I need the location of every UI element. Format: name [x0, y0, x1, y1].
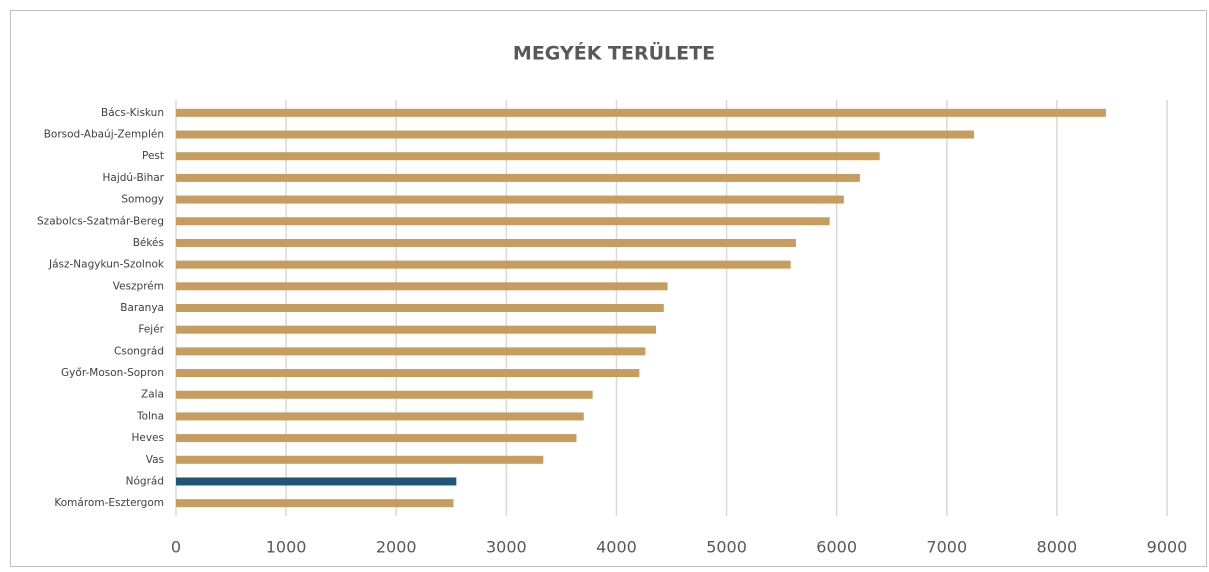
bar	[176, 325, 656, 334]
bar	[176, 477, 457, 486]
bar	[176, 238, 796, 247]
bar	[176, 369, 640, 378]
y-tick-label: Bács-Kiskun	[101, 107, 164, 119]
x-tick-label: 8000	[1037, 538, 1078, 557]
y-tick-label: Jász-Nagykun-Szolnok	[48, 259, 165, 271]
x-tick-label: 5000	[706, 538, 747, 557]
x-tick-label: 7000	[926, 538, 967, 557]
bar	[176, 347, 646, 356]
x-tick-label: 0	[171, 538, 181, 557]
y-tick-label: Baranya	[120, 302, 164, 314]
y-tick-label: Veszprém	[113, 280, 164, 292]
x-tick-label: 4000	[596, 538, 637, 557]
y-tick-label: Fejér	[138, 324, 164, 336]
y-tick-label: Komárom-Esztergom	[54, 497, 164, 509]
bar	[176, 412, 584, 421]
bar	[176, 390, 593, 399]
y-tick-label: Heves	[132, 432, 165, 444]
bar	[176, 260, 791, 269]
x-tick-label: 2000	[376, 538, 417, 557]
y-tick-label: Tolna	[136, 410, 164, 422]
y-tick-label: Vas	[146, 454, 164, 466]
bar	[176, 455, 544, 464]
x-tick-label: 9000	[1147, 538, 1188, 557]
bar	[176, 217, 830, 226]
bar	[176, 304, 664, 312]
y-tick-label: Pest	[142, 150, 164, 162]
y-tick-label: Szabolcs-Szatmár-Bereg	[37, 215, 164, 227]
bar	[176, 282, 668, 291]
x-tick-label: 3000	[486, 538, 527, 557]
y-tick-label: Zala	[141, 389, 164, 401]
bar	[176, 108, 1106, 117]
y-tick-label: Somogy	[121, 194, 164, 206]
y-tick-label: Békés	[133, 237, 164, 249]
y-tick-label: Hajdú-Bihar	[102, 172, 164, 184]
y-tick-label: Csongrád	[114, 345, 164, 357]
bar	[176, 130, 974, 139]
y-tick-label: Győr-Moson-Sopron	[61, 367, 164, 379]
bar	[176, 152, 880, 161]
bar	[176, 434, 577, 443]
bar	[176, 173, 860, 182]
bar	[176, 499, 454, 508]
y-tick-label: Borsod-Abaúj-Zemplén	[44, 129, 164, 141]
x-tick-label: 1000	[266, 538, 307, 557]
chart-title: MEGYÉK TERÜLETE	[513, 41, 715, 65]
y-tick-label: Nógrád	[126, 475, 164, 487]
bar	[176, 195, 844, 204]
x-tick-label: 6000	[816, 538, 857, 557]
